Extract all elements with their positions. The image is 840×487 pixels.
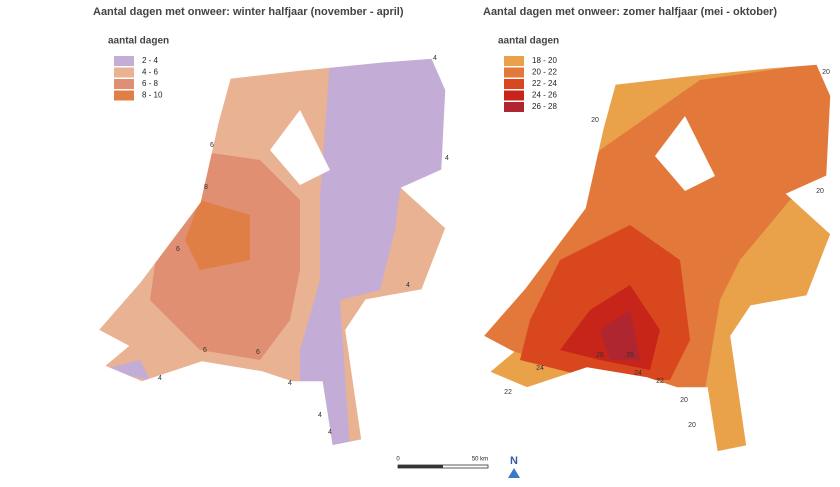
isoline-label: 24 [536,365,544,372]
legend-label: 8 - 10 [142,91,163,100]
isoline-label: 4 [328,429,332,436]
north-arrow [508,468,520,478]
legend-label: 20 - 22 [532,68,557,77]
legend-swatch [114,90,134,101]
winter-map [97,57,447,447]
scale-bar-fill [398,465,443,468]
isoline-label: 20 [688,422,696,429]
isoline-label: 4 [445,155,449,162]
legend-swatch [504,79,524,89]
isoline-label: 26 [596,352,604,359]
isoline-label: 6 [210,142,214,149]
legend-swatch [504,67,524,78]
isoline-label: 4 [288,380,292,387]
legend-title: aantal dagen [108,36,169,47]
scale-bar [397,464,489,469]
legend-label: 26 - 28 [532,102,557,111]
isoline-label: 4 [158,375,162,382]
legend-swatch [504,102,524,112]
isoline-label: 24 [634,370,642,377]
legend-label: 22 - 24 [532,79,557,88]
isoline-label: 6 [256,349,260,356]
summer-map [482,63,832,453]
isoline-label: 4 [318,412,322,419]
isoline-label: 20 [591,117,599,124]
isoline-label: 20 [680,397,688,404]
legend-swatch [114,67,134,78]
map-title: Aantal dagen met onweer: winter halfjaar… [93,6,404,18]
legend-swatch [114,56,134,66]
legend-label: 2 - 4 [142,56,159,65]
isoline-label: 20 [822,69,830,76]
legend-swatch [114,79,134,89]
isoline-label: 6 [176,246,180,253]
legend-label: 24 - 26 [532,91,557,100]
scale-label: 50 km [472,457,488,463]
isoline-label: 26 [626,352,634,359]
isoline-label: 4 [406,282,410,289]
scale-label: 0 [396,457,400,463]
legend-label: 6 - 8 [142,79,159,88]
north-label: N [510,455,518,467]
legend-swatch [504,56,524,66]
map-title: Aantal dagen met onweer: zomer halfjaar … [483,6,777,18]
isoline-label: 22 [504,389,512,396]
legend-title: aantal dagen [498,36,559,47]
north-arrow-shape [508,468,520,478]
legend-swatch [504,90,524,101]
legend-label: 4 - 6 [142,68,159,77]
isoline-label: 6 [203,347,207,354]
isoline-label: 4 [433,55,437,62]
isoline-label: 20 [816,188,824,195]
isoline-label: 22 [656,378,664,385]
legend-label: 18 - 20 [532,56,557,65]
isoline-label: 8 [204,184,208,191]
